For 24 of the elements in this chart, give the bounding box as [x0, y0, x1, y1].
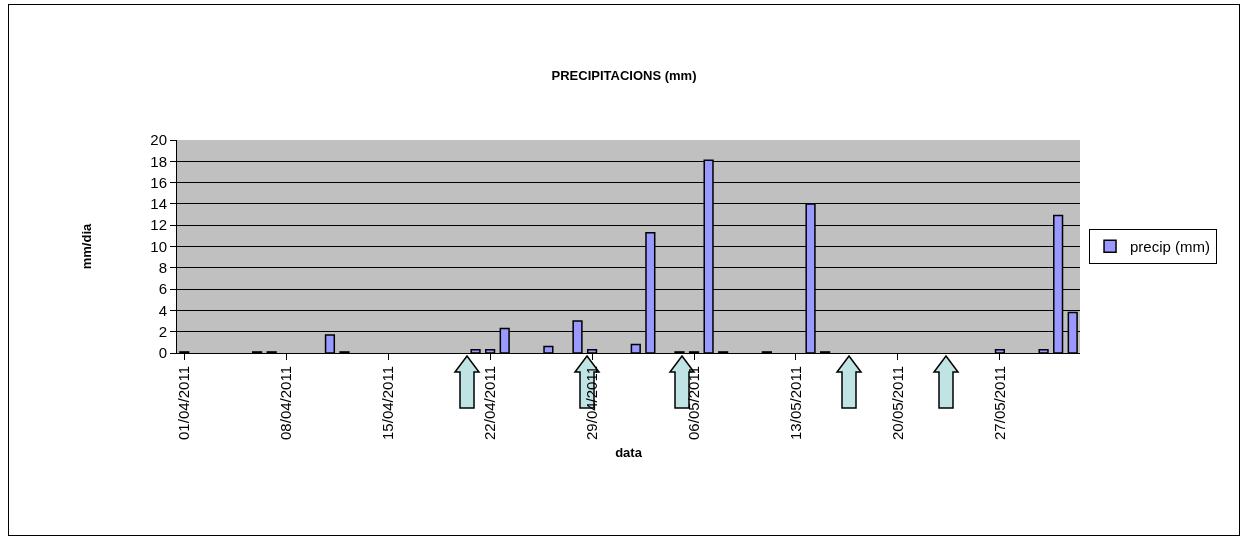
x-tick-label: 29/04/2011: [582, 366, 600, 440]
x-tick-label: 27/05/2011: [990, 366, 1008, 440]
x-tick-label: 22/04/2011: [481, 366, 499, 440]
y-tick-label: 14: [150, 195, 167, 213]
y-tick-label: 8: [158, 259, 167, 277]
y-tick-label: 6: [158, 280, 167, 298]
y-tick-label: 16: [150, 173, 167, 191]
y-tick-label: 12: [150, 216, 167, 234]
y-tick-label: 4: [158, 301, 167, 319]
y-axis-title: mm/dia: [79, 222, 95, 270]
y-tick-label: 0: [158, 344, 167, 362]
x-tick-label: 13/05/2011: [786, 366, 804, 440]
chart-title: PRECIPITACIONS (mm): [551, 68, 697, 84]
y-tick-label: 18: [150, 152, 167, 170]
x-tick-label: 20/05/2011: [888, 366, 906, 440]
y-tick-label: 2: [158, 322, 167, 340]
x-axis-title: data: [615, 444, 643, 460]
x-tick-label: 15/04/2011: [379, 366, 397, 440]
legend-label: precip (mm): [1130, 238, 1211, 256]
x-tick-label: 01/04/2011: [175, 366, 193, 440]
x-tick-label: 06/05/2011: [684, 366, 702, 440]
y-tick-label: 20: [150, 131, 167, 149]
x-tick-label: 08/04/2011: [277, 366, 295, 440]
y-tick-label: 10: [150, 237, 167, 255]
